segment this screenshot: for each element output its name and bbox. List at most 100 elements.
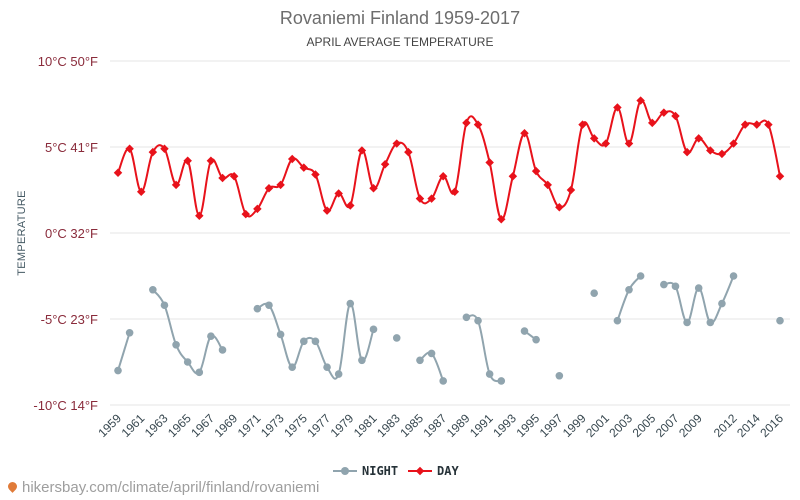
legend-item-night[interactable]: NIGHT — [333, 464, 398, 478]
data-point-night[interactable] — [392, 334, 401, 342]
data-point-night[interactable] — [207, 332, 215, 341]
legend-item-day[interactable]: DAY — [408, 464, 459, 478]
data-point-day[interactable] — [160, 144, 169, 153]
data-point-night[interactable] — [625, 285, 633, 294]
data-point-night[interactable] — [346, 299, 355, 308]
data-point-day[interactable] — [206, 156, 216, 166]
data-point-day[interactable] — [566, 185, 576, 195]
data-point-night[interactable] — [590, 289, 598, 298]
data-point-day[interactable] — [171, 180, 181, 190]
data-point-night[interactable] — [776, 316, 784, 325]
data-point-night[interactable] — [160, 301, 169, 310]
data-point-night[interactable] — [660, 280, 668, 289]
legend[interactable]: NIGHT DAY — [333, 464, 459, 478]
data-point-day[interactable] — [717, 149, 727, 159]
data-point-night[interactable] — [706, 318, 715, 327]
data-point-night[interactable] — [474, 316, 482, 325]
data-point-night[interactable] — [439, 377, 447, 385]
data-point-day[interactable] — [322, 206, 332, 215]
data-point-day[interactable] — [682, 147, 692, 157]
data-point-day[interactable] — [473, 120, 483, 129]
data-point-day[interactable] — [241, 209, 250, 219]
data-point-day[interactable] — [264, 184, 274, 193]
data-point-night[interactable] — [276, 330, 285, 339]
data-point-night[interactable] — [172, 341, 180, 349]
data-point-night[interactable] — [671, 282, 680, 291]
data-point-night[interactable] — [497, 377, 506, 385]
x-tick-label: 1989 — [444, 411, 473, 440]
data-point-day[interactable] — [229, 171, 239, 181]
legend-marker — [341, 467, 349, 475]
data-point-day[interactable] — [404, 147, 413, 157]
data-point-day[interactable] — [531, 166, 541, 176]
data-point-day[interactable] — [311, 170, 320, 179]
data-point-night[interactable] — [253, 304, 262, 313]
data-point-day[interactable] — [415, 194, 425, 203]
data-point-night[interactable] — [288, 363, 297, 371]
x-tick-label: 1985 — [397, 411, 426, 440]
data-point-day[interactable] — [462, 118, 471, 128]
data-point-day[interactable] — [136, 187, 146, 196]
data-point-night[interactable] — [729, 272, 738, 280]
x-tick-label: 1991 — [467, 411, 496, 440]
data-point-night[interactable] — [125, 328, 134, 337]
data-point-day[interactable] — [369, 184, 378, 193]
data-point-day[interactable] — [508, 171, 518, 181]
series-line-night — [466, 314, 502, 383]
series-layer — [113, 96, 785, 385]
data-point-night[interactable] — [520, 327, 529, 335]
data-point-day[interactable] — [334, 189, 343, 198]
data-point-night[interactable] — [323, 363, 331, 371]
data-point-day[interactable] — [276, 180, 285, 190]
data-point-day[interactable] — [346, 201, 355, 210]
data-point-night[interactable] — [183, 358, 192, 366]
data-point-day[interactable] — [450, 187, 460, 196]
data-point-night[interactable] — [613, 316, 622, 325]
data-point-night[interactable] — [462, 313, 471, 322]
data-point-night[interactable] — [694, 284, 703, 292]
data-point-day[interactable] — [438, 171, 448, 181]
data-point-day[interactable] — [148, 147, 158, 157]
data-point-night[interactable] — [718, 299, 726, 308]
data-point-day[interactable] — [113, 168, 123, 178]
data-point-night[interactable] — [114, 366, 122, 375]
data-point-night[interactable] — [195, 368, 204, 377]
data-point-day[interactable] — [775, 171, 785, 181]
data-point-day[interactable] — [485, 158, 494, 167]
data-point-day[interactable] — [357, 146, 367, 155]
data-point-night[interactable] — [636, 272, 645, 280]
data-point-day[interactable] — [380, 159, 390, 169]
data-point-night[interactable] — [149, 285, 157, 294]
x-tick-label: 1969 — [211, 411, 240, 440]
data-point-day[interactable] — [195, 211, 204, 221]
x-axis-ticks: 1959196119631965196719691971197319751977… — [95, 411, 786, 440]
data-point-day[interactable] — [125, 144, 134, 153]
x-tick-label: 1965 — [165, 411, 194, 440]
data-point-night[interactable] — [532, 335, 540, 344]
data-point-day[interactable] — [287, 154, 297, 164]
x-tick-label: 1979 — [328, 411, 357, 440]
data-point-night[interactable] — [369, 325, 378, 334]
data-point-night[interactable] — [416, 356, 424, 365]
data-point-day[interactable] — [427, 194, 436, 203]
data-point-night[interactable] — [358, 356, 366, 365]
data-point-night[interactable] — [311, 337, 320, 346]
y-axis-ticks: 10°C 50°F 5°C 41°F 0°C 32°F -5°C 23°F -10°C … — [33, 54, 98, 413]
data-point-night[interactable] — [555, 371, 564, 380]
data-point-day[interactable] — [497, 214, 506, 224]
data-point-day[interactable] — [183, 156, 192, 166]
data-point-day[interactable] — [752, 120, 762, 129]
data-point-night[interactable] — [300, 337, 308, 346]
data-point-day[interactable] — [299, 163, 309, 172]
series-day — [113, 96, 785, 224]
data-point-night[interactable] — [485, 370, 494, 378]
data-point-night[interactable] — [265, 301, 273, 310]
data-point-night[interactable] — [218, 346, 227, 354]
data-point-night[interactable] — [427, 349, 436, 358]
footer-link[interactable]: hikersbay.com/climate/april/finland/rova… — [6, 479, 319, 496]
x-tick-label: 2007 — [653, 411, 682, 440]
data-point-night[interactable] — [334, 370, 343, 378]
data-point-day[interactable] — [218, 173, 227, 183]
data-point-day[interactable] — [392, 139, 401, 148]
data-point-night[interactable] — [683, 318, 691, 327]
